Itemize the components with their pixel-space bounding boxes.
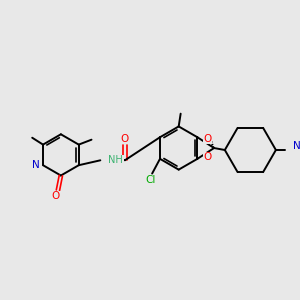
Text: O: O: [204, 152, 212, 162]
Text: NH: NH: [108, 155, 123, 165]
Text: O: O: [52, 191, 60, 201]
Text: N: N: [292, 141, 300, 151]
Text: Cl: Cl: [145, 176, 155, 185]
Text: N: N: [32, 160, 40, 170]
Text: O: O: [121, 134, 129, 144]
Text: O: O: [204, 134, 212, 144]
